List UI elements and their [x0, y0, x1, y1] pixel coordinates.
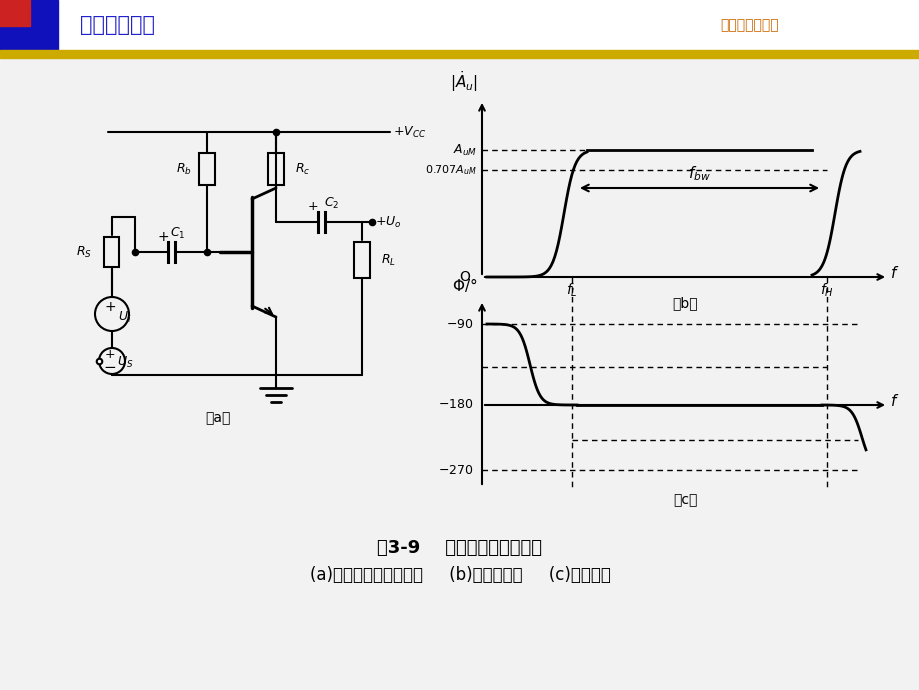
Bar	[354, 242, 369, 278]
Text: O: O	[459, 270, 470, 284]
Text: $+V_{CC}$: $+V_{CC}$	[392, 124, 425, 139]
Bar	[267, 153, 284, 185]
Text: 哈尔滨工程大学: 哈尔滨工程大学	[720, 18, 777, 32]
Text: 图3-9    共射电路的频率响应: 图3-9 共射电路的频率响应	[377, 539, 542, 557]
Text: $f$: $f$	[889, 265, 898, 281]
Text: $\Phi/°$: $\Phi/°$	[451, 276, 476, 294]
Text: $R_b$: $R_b$	[176, 161, 192, 177]
Text: $|\dot{A}_u|$: $|\dot{A}_u|$	[449, 69, 478, 94]
Text: $-270$: $-270$	[438, 464, 473, 477]
Text: $f_H$: $f_H$	[819, 282, 834, 299]
Text: $f_L$: $f_L$	[565, 282, 577, 299]
Text: $f$: $f$	[889, 393, 898, 409]
Text: $0.707A_{uM}$: $0.707A_{uM}$	[425, 163, 476, 177]
Text: $U_i$: $U_i$	[118, 309, 131, 324]
Text: $C_2$: $C_2$	[323, 195, 339, 210]
Text: $R_S$: $R_S$	[76, 244, 92, 259]
Bar	[0, 50, 919, 58]
Text: 模拟电子技术: 模拟电子技术	[80, 15, 154, 35]
Bar	[199, 153, 215, 185]
Text: $U_S$: $U_S$	[117, 355, 133, 370]
Text: $A_{uM}$: $A_{uM}$	[452, 142, 476, 157]
Text: $+U_o$: $+U_o$	[375, 215, 401, 230]
Text: $f_{bw}$: $f_{bw}$	[686, 165, 709, 184]
Text: +: +	[307, 201, 318, 213]
Text: +: +	[104, 300, 116, 314]
Text: +: +	[157, 230, 168, 244]
Text: $-180$: $-180$	[438, 399, 473, 411]
Text: （c）: （c）	[672, 493, 697, 507]
Bar	[105, 237, 119, 267]
Text: −: −	[104, 359, 116, 375]
Bar	[0, 0, 919, 50]
Text: （a）: （a）	[205, 411, 231, 425]
Text: +: +	[105, 348, 115, 362]
Text: （b）: （b）	[672, 296, 697, 310]
Bar	[0, 0, 30, 26]
Text: $R_L$: $R_L$	[380, 253, 395, 268]
Text: $R_c$: $R_c$	[295, 161, 310, 177]
Text: $C_1$: $C_1$	[170, 226, 186, 241]
Text: (a)共射基本放大电路；     (b)幅频特性；     (c)相频特性: (a)共射基本放大电路； (b)幅频特性； (c)相频特性	[309, 566, 610, 584]
Bar	[0, 0, 58, 50]
Text: $-90$: $-90$	[446, 317, 473, 331]
